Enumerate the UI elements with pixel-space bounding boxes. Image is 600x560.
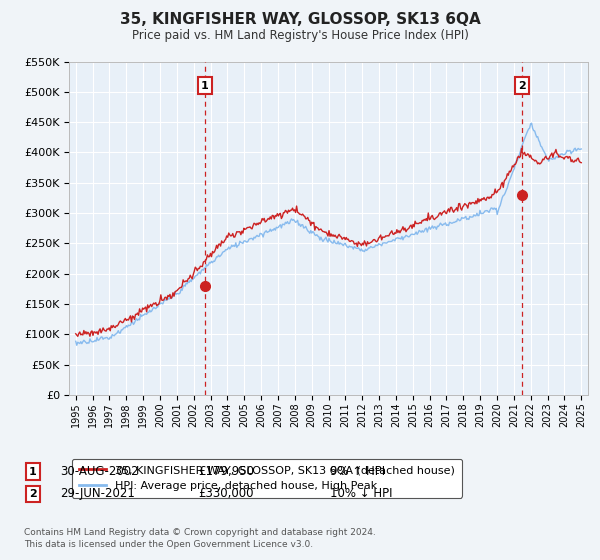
Text: 30-AUG-2002: 30-AUG-2002 [60,465,139,478]
Text: £330,000: £330,000 [198,487,254,501]
Text: 2: 2 [518,81,526,91]
Text: Price paid vs. HM Land Registry's House Price Index (HPI): Price paid vs. HM Land Registry's House … [131,29,469,42]
Text: £179,950: £179,950 [198,465,254,478]
Text: This data is licensed under the Open Government Licence v3.0.: This data is licensed under the Open Gov… [24,540,313,549]
Text: 35, KINGFISHER WAY, GLOSSOP, SK13 6QA: 35, KINGFISHER WAY, GLOSSOP, SK13 6QA [119,12,481,27]
Text: 9% ↑ HPI: 9% ↑ HPI [330,465,385,478]
Text: Contains HM Land Registry data © Crown copyright and database right 2024.: Contains HM Land Registry data © Crown c… [24,528,376,536]
Text: 29-JUN-2021: 29-JUN-2021 [60,487,135,501]
Text: 10% ↓ HPI: 10% ↓ HPI [330,487,392,501]
Text: 2: 2 [29,489,37,499]
Text: 1: 1 [201,81,209,91]
Legend: 35, KINGFISHER WAY, GLOSSOP, SK13 6QA (detached house), HPI: Average price, deta: 35, KINGFISHER WAY, GLOSSOP, SK13 6QA (d… [72,459,462,497]
Text: 1: 1 [29,466,37,477]
